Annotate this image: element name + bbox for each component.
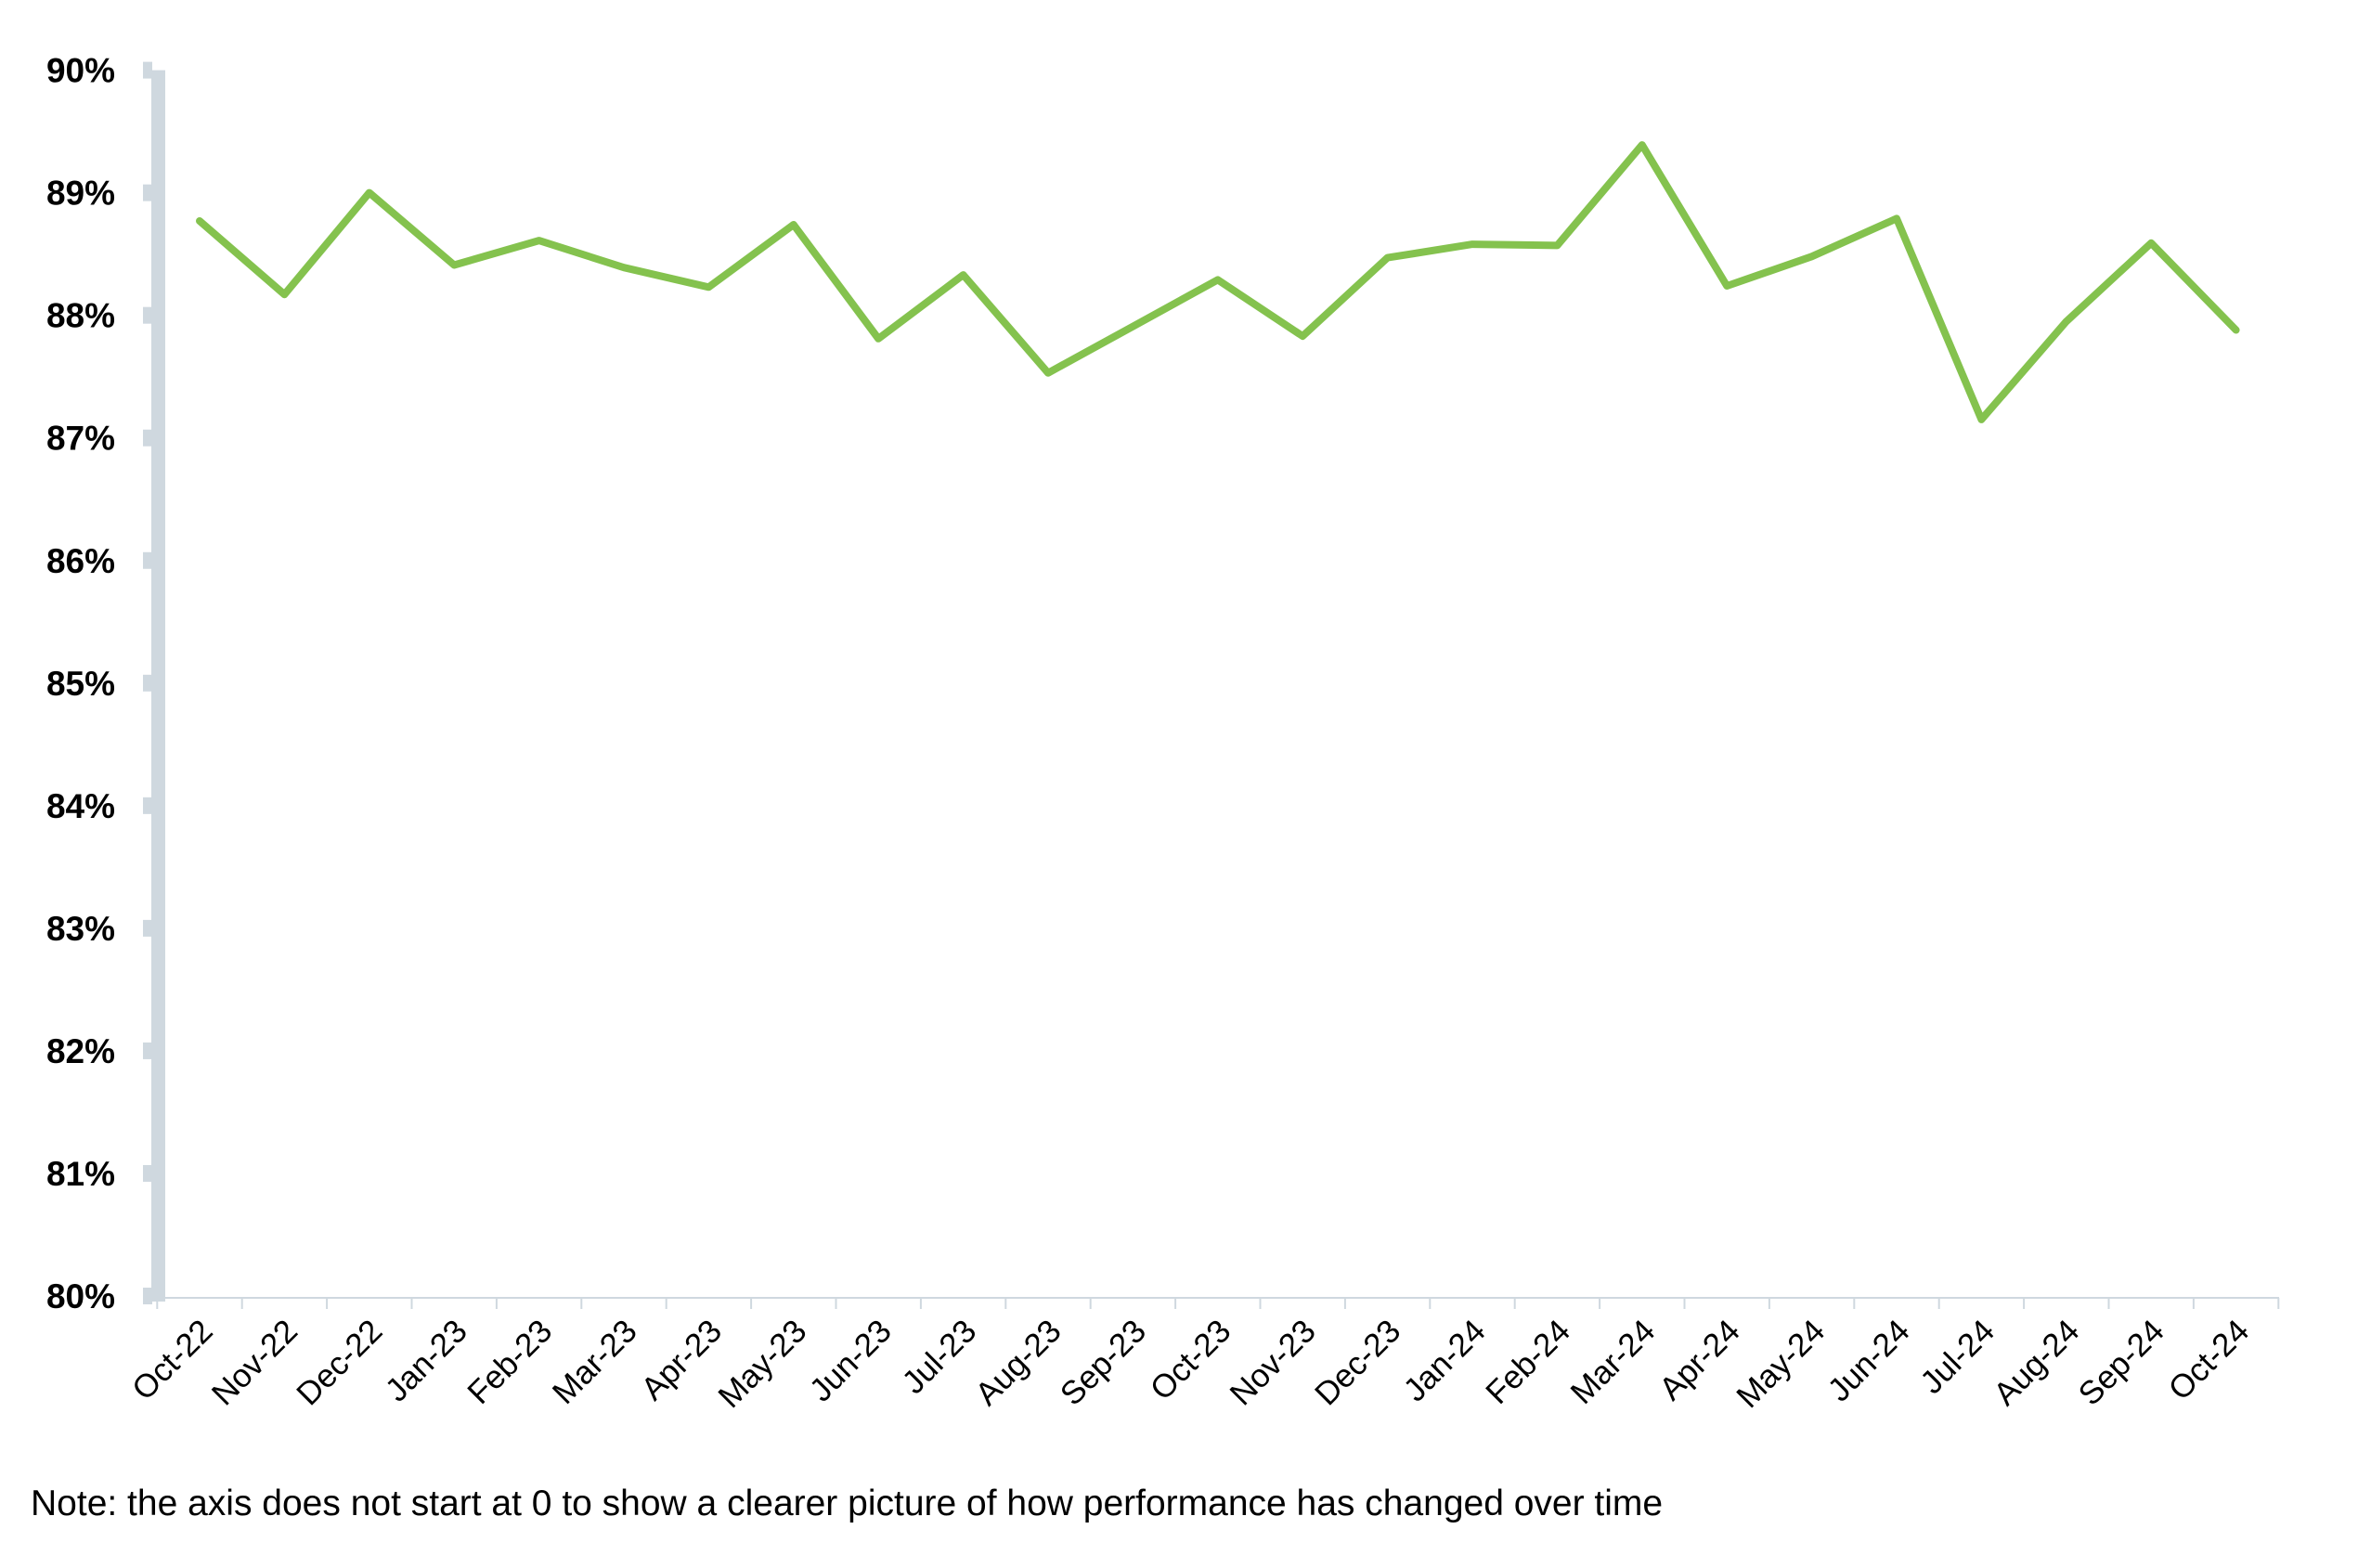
y-tick-label: 90% (46, 52, 115, 90)
x-tick-label: May-24 (1730, 1313, 1832, 1415)
x-tick-label: Nov-23 (1223, 1313, 1322, 1412)
x-tick-label: May-23 (711, 1313, 813, 1415)
x-tick-label: Jan-24 (1396, 1313, 1492, 1408)
x-tick-label: Sep-24 (2071, 1313, 2170, 1412)
y-tick (143, 1288, 152, 1304)
x-tick-label: Oct-22 (125, 1313, 220, 1407)
y-tick-label: 88% (46, 297, 115, 335)
series-line (196, 141, 2240, 423)
y-tick-label: 81% (46, 1155, 115, 1193)
x-tick-label: Jan-23 (379, 1313, 474, 1408)
x-tick-label: Oct-23 (1144, 1313, 1238, 1407)
x-tick-label: Jun-24 (1820, 1313, 1916, 1408)
x-axis: Oct-22Nov-22Dec-22Jan-23Feb-23Mar-23Apr-… (125, 1297, 2280, 1415)
y-axis-line (151, 70, 165, 1302)
y-tick (143, 429, 152, 447)
y-tick (143, 919, 152, 937)
x-tick-label: Sep-23 (1054, 1313, 1153, 1412)
y-tick (143, 674, 152, 692)
y-tick-label: 86% (46, 542, 115, 580)
x-tick-label: Mar-23 (546, 1313, 644, 1411)
y-tick-label: 83% (46, 910, 115, 948)
x-tick-label: Oct-24 (2161, 1313, 2256, 1407)
x-tick-label: Dec-22 (290, 1313, 389, 1412)
y-tick (143, 797, 152, 814)
chart-note: Note: the axis does not start at 0 to sh… (31, 1484, 1664, 1523)
y-tick-label: 80% (46, 1277, 115, 1315)
y-axis: 80% 81% 82% 83% 84% 85% 86% 87% 88% 89% 90% (46, 52, 165, 1315)
x-tick-label: Aug-24 (1987, 1313, 2086, 1412)
y-tick (143, 306, 152, 324)
x-tick-label: Aug-23 (968, 1313, 1068, 1412)
y-tick (143, 551, 152, 569)
y-tick-label: 85% (46, 665, 115, 703)
y-tick-label: 82% (46, 1032, 115, 1070)
y-tick-label: 84% (46, 787, 115, 825)
x-tick-label: Feb-23 (460, 1313, 559, 1411)
x-tick-label: Nov-22 (205, 1313, 304, 1412)
x-tick-label: Mar-24 (1563, 1313, 1662, 1411)
series-polyline (196, 141, 2240, 423)
x-tick-label: Jun-23 (803, 1313, 899, 1408)
y-tick (143, 61, 152, 79)
y-tick-label: 87% (46, 420, 115, 458)
y-tick (143, 1042, 152, 1059)
y-tick (143, 1164, 152, 1182)
x-tick-label: Dec-23 (1308, 1313, 1407, 1412)
y-tick-label: 89% (46, 175, 115, 213)
x-tick-label: Feb-24 (1479, 1313, 1577, 1411)
y-tick (143, 184, 152, 201)
